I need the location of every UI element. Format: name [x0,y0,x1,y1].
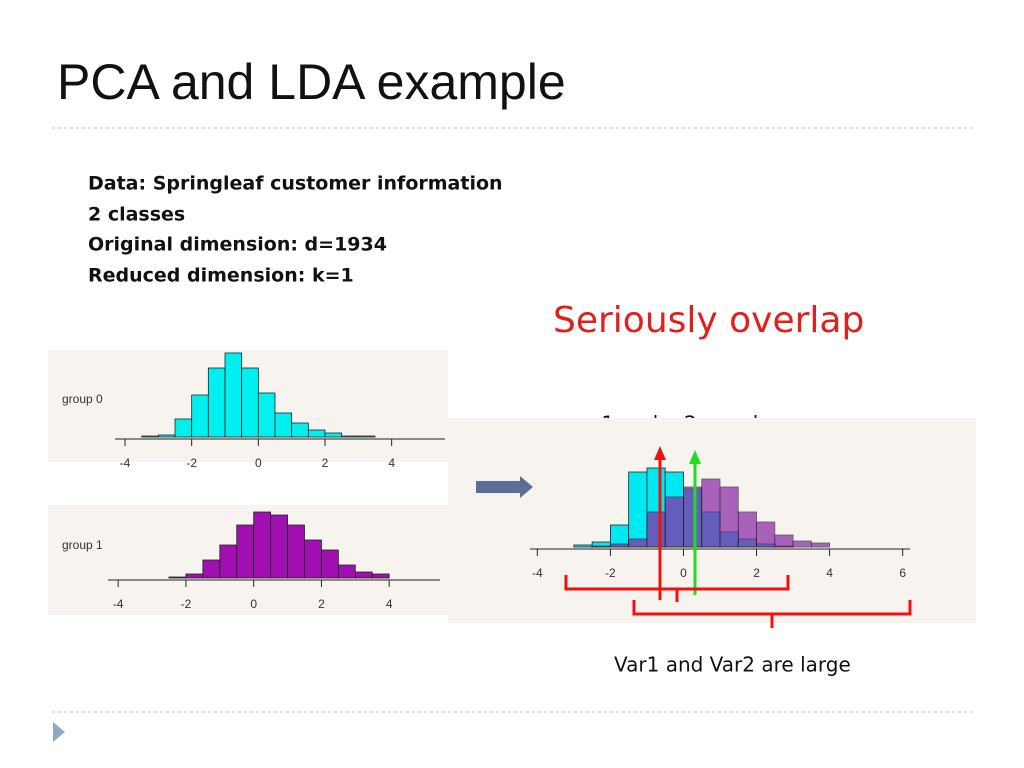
x-tick-label: 0 [255,456,262,470]
histogram-bar [307,429,326,438]
histogram-bar [628,471,648,548]
group-label: group 1 [62,538,103,552]
histogram-bar [774,534,794,548]
arrow [476,476,533,498]
histogram-bar [168,576,187,579]
histogram-bar [287,524,305,579]
histogram-bar [664,496,684,548]
overlay [564,446,912,628]
x-tick-label: 4 [388,456,395,470]
histogram-bar [236,524,255,579]
charts: -4 -2 0 2 4 group 0 -4 -2 0 2 4 group 1 -4 -2 0 2 4 6 [62,352,910,611]
histogram-bar [174,418,193,438]
histogram-bar [191,394,209,438]
histogram-bar [371,573,390,579]
x-tick-label: -2 [181,597,192,611]
slide-title: PCA and LDA example [57,54,566,110]
histogram-bar [591,545,611,548]
histogram-bar [756,521,776,548]
histogram-bar [357,435,376,438]
histogram-bar [324,432,343,438]
histogram-bar [141,435,159,438]
arrow-head [689,450,701,464]
histogram-bar [219,544,238,579]
x-tick-label: -2 [186,456,197,470]
bullet: 2 classes [88,204,185,226]
histogram-bar [646,511,666,548]
histogram-bar [628,538,648,548]
histogram-bar [341,435,359,438]
histogram-bar [792,540,812,548]
x-tick-label: 6 [899,566,906,580]
histogram-bar [157,434,176,438]
nav-triangle [53,722,65,742]
histogram-bar [683,486,703,548]
arrow-head [654,446,666,460]
x-tick-label: 0 [680,566,687,580]
x-tick-label: -4 [532,566,543,580]
histogram-bar [337,564,356,579]
histogram-bar [253,511,272,579]
bracket [632,600,912,628]
histogram-bar [737,511,757,548]
histogram-bar [810,542,831,548]
histogram-bar [304,539,322,579]
histogram-bar [354,571,373,579]
histogram-bar [573,544,593,548]
histogram-bar [202,559,221,579]
x-tick-label: -4 [113,597,124,611]
histogram-bar [291,422,309,438]
bullet: Data: Springleaf customer information [88,173,503,195]
histogram-bar [257,392,276,438]
x-tick-label: 2 [322,456,329,470]
x-tick-label: 0 [250,597,257,611]
bracket [564,575,790,602]
histogram-bar [701,478,721,548]
bullet: Original dimension: d=1934 [88,234,387,256]
x-tick-label: 2 [753,566,760,580]
bullet: Reduced dimension: k=1 [88,265,354,287]
histogram-bar [185,573,204,579]
x-tick-label: -4 [120,456,131,470]
histogram-bar [241,367,259,438]
group-label: group 0 [62,392,103,406]
histogram-bar [224,352,243,438]
x-tick-label: 4 [826,566,833,580]
annotation: Var1 and Var2 are large [614,653,851,677]
histogram-bar [207,367,226,438]
histogram-bar [270,514,288,579]
x-tick-label: -2 [605,566,616,580]
histogram-bar [719,486,739,548]
histogram-bar [274,412,293,438]
x-tick-label: 4 [386,597,393,611]
annotation: Seriously overlap [553,300,864,341]
x-tick-label: 2 [318,597,325,611]
histogram-bar [321,549,339,579]
histogram-bar [609,543,630,548]
